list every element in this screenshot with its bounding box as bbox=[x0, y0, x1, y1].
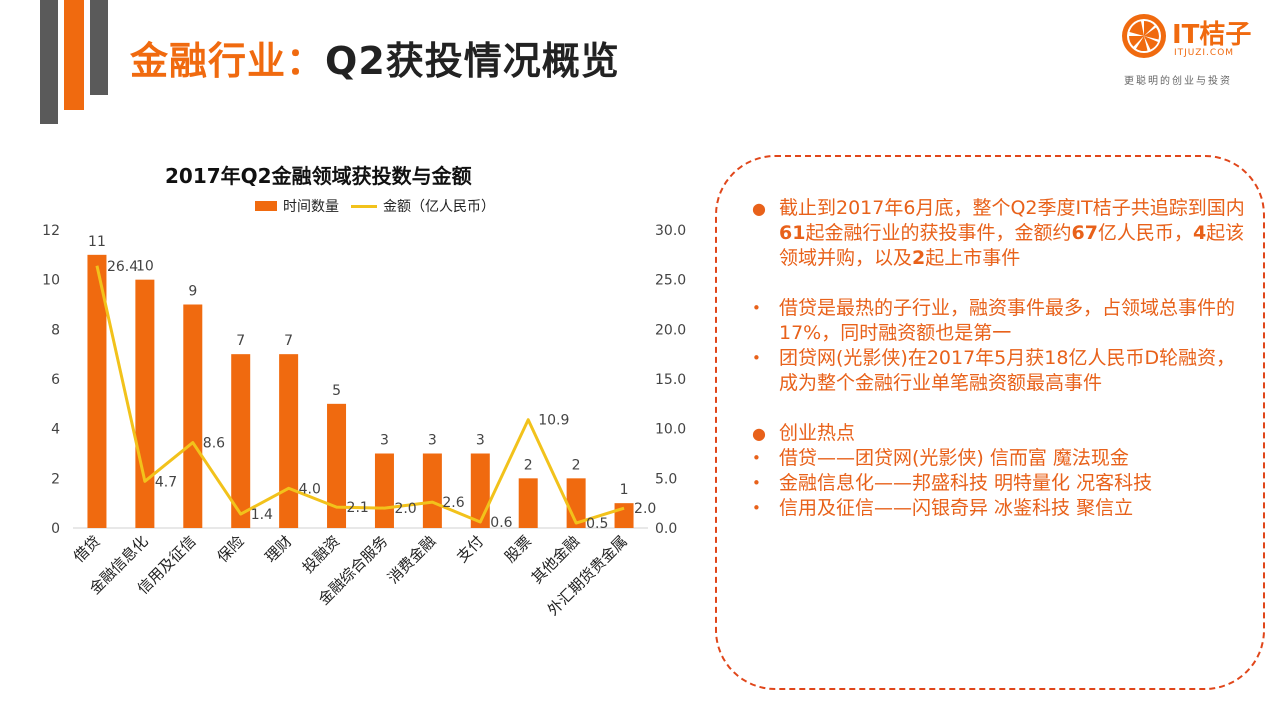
y-right-tick-label: 15.0 bbox=[655, 372, 686, 388]
decor-bar-gray-left bbox=[40, 0, 58, 124]
y-left-tick-label: 10 bbox=[42, 273, 60, 289]
summary-hot-3: • 信用及征信——闪银奇异 冰鉴科技 聚信立 bbox=[752, 497, 1134, 519]
x-tick-label: 借贷 bbox=[70, 532, 104, 566]
line-value-label: 2.1 bbox=[347, 500, 369, 516]
brand-url: ITJUZI.COM bbox=[1174, 48, 1235, 58]
x-tick-label: 消费金融 bbox=[384, 532, 439, 587]
brand-name: IT桔子 bbox=[1172, 20, 1252, 50]
summary-paragraph-3: • 团贷网(光影侠)在2017年5月获18亿人民币D轮融资，成为整个金融行业单笔融… bbox=[752, 347, 1236, 394]
bar-value-label: 5 bbox=[332, 383, 341, 399]
legend-bar-swatch bbox=[255, 201, 277, 211]
x-tick-label: 支付 bbox=[453, 532, 487, 566]
bullet-icon: • bbox=[752, 474, 761, 492]
amount-line bbox=[95, 265, 625, 525]
bar bbox=[470, 453, 490, 528]
x-tick-label: 理财 bbox=[262, 532, 296, 566]
bullet-icon: • bbox=[752, 299, 761, 317]
legend-line-label: 金额（亿人民币） bbox=[383, 199, 495, 215]
chart-title: 2017年Q2金融领域获投数与金额 bbox=[165, 164, 472, 188]
summary-hot-title: ● 创业热点 bbox=[752, 422, 856, 444]
summary-panel bbox=[715, 155, 1265, 690]
bar-value-label: 10 bbox=[136, 259, 154, 275]
bar-value-label: 9 bbox=[188, 284, 197, 300]
bar-value-label: 3 bbox=[380, 433, 389, 449]
bar-value-label: 11 bbox=[88, 234, 106, 250]
line-value-label: 4.0 bbox=[299, 481, 321, 497]
bar-line-chart: 0246810120.05.010.015.020.025.030.011借贷1… bbox=[42, 223, 686, 619]
y-left-tick-label: 2 bbox=[51, 471, 60, 487]
summary-text: ● 截止到2017年6月底，整个Q2季度IT桔子共追踪到国内61起金融行业的获投事… bbox=[752, 196, 1247, 521]
bar-value-label: 3 bbox=[476, 433, 485, 449]
bullet-icon: • bbox=[752, 449, 761, 467]
y-right-tick-label: 5.0 bbox=[655, 471, 677, 487]
line-value-label: 26.4 bbox=[107, 259, 138, 275]
legend-line-swatch bbox=[351, 204, 377, 208]
brand-slogan: 更聪明的创业与投资 bbox=[1124, 76, 1232, 87]
decor-bar-gray-right bbox=[90, 0, 108, 95]
page-title-main: Q2获投情况概览 bbox=[325, 39, 620, 83]
bar bbox=[87, 254, 107, 529]
orange-slice-icon bbox=[1122, 14, 1166, 58]
line-value-label: 10.9 bbox=[538, 413, 569, 429]
x-tick-label: 保险 bbox=[214, 532, 248, 566]
y-right-tick-label: 20.0 bbox=[655, 322, 686, 338]
bar bbox=[518, 478, 538, 528]
line-value-label: 2.0 bbox=[634, 501, 656, 517]
page-title-highlight: 金融行业： bbox=[130, 39, 326, 83]
bullet-icon: • bbox=[752, 499, 761, 517]
decor-bar-orange bbox=[64, 0, 84, 110]
bar-value-label: 3 bbox=[428, 433, 437, 449]
bullet-dot-icon: ● bbox=[752, 199, 766, 218]
bar-value-label: 7 bbox=[236, 333, 245, 349]
line-value-label: 0.6 bbox=[490, 515, 512, 531]
bar-value-label: 2 bbox=[572, 457, 581, 473]
line-value-label: 4.7 bbox=[155, 474, 177, 490]
legend-bar-label: 时间数量 bbox=[283, 199, 339, 215]
line-value-label: 2.6 bbox=[442, 495, 464, 511]
y-left-tick-label: 12 bbox=[42, 223, 60, 239]
page-title: 金融行业：Q2获投情况概览 bbox=[130, 30, 620, 85]
summary-hot-1: • 借贷——团贷网(光影侠) 信而富 魔法现金 bbox=[752, 447, 1129, 469]
x-tick-label: 股票 bbox=[501, 532, 535, 566]
bar bbox=[231, 354, 251, 528]
y-right-tick-label: 10.0 bbox=[655, 422, 686, 438]
bar bbox=[374, 453, 394, 528]
bar-value-label: 7 bbox=[284, 333, 293, 349]
bar bbox=[614, 503, 634, 528]
brand-logo: IT桔子 ITJUZI.COM 更聪明的创业与投资 bbox=[1120, 12, 1270, 92]
y-right-tick-label: 30.0 bbox=[655, 223, 686, 239]
line-value-label: 0.5 bbox=[586, 516, 608, 532]
bar bbox=[279, 354, 299, 528]
bar-value-label: 1 bbox=[620, 482, 629, 498]
summary-paragraph-2: • 借贷是最热的子行业，融资事件最多，占领域总事件的17%，同时融资额也是第一 bbox=[752, 297, 1236, 344]
y-right-tick-label: 0.0 bbox=[655, 521, 677, 537]
line-value-label: 8.6 bbox=[203, 436, 225, 452]
line-value-label: 1.4 bbox=[251, 507, 273, 523]
y-right-tick-label: 25.0 bbox=[655, 273, 686, 289]
y-left-tick-label: 8 bbox=[51, 322, 60, 338]
bullet-icon: • bbox=[752, 349, 761, 367]
line-value-label: 2.0 bbox=[394, 501, 416, 517]
bar bbox=[183, 304, 203, 528]
bullet-dot-icon: ● bbox=[752, 424, 766, 443]
y-left-tick-label: 0 bbox=[51, 521, 60, 537]
bar-value-label: 2 bbox=[524, 457, 533, 473]
bar bbox=[422, 453, 442, 528]
y-left-tick-label: 4 bbox=[51, 422, 60, 438]
bar bbox=[327, 403, 347, 528]
y-left-tick-label: 6 bbox=[51, 372, 60, 388]
bar bbox=[135, 279, 155, 528]
x-tick-label: 投融资 bbox=[299, 532, 344, 577]
summary-paragraph-1: ● 截止到2017年6月底，整个Q2季度IT桔子共追踪到国内61起金融行业的获投事… bbox=[752, 197, 1245, 269]
summary-hot-2: • 金融信息化——邦盛科技 明特量化 况客科技 bbox=[752, 472, 1153, 494]
chart-legend: 时间数量 金额（亿人民币） bbox=[255, 196, 495, 216]
